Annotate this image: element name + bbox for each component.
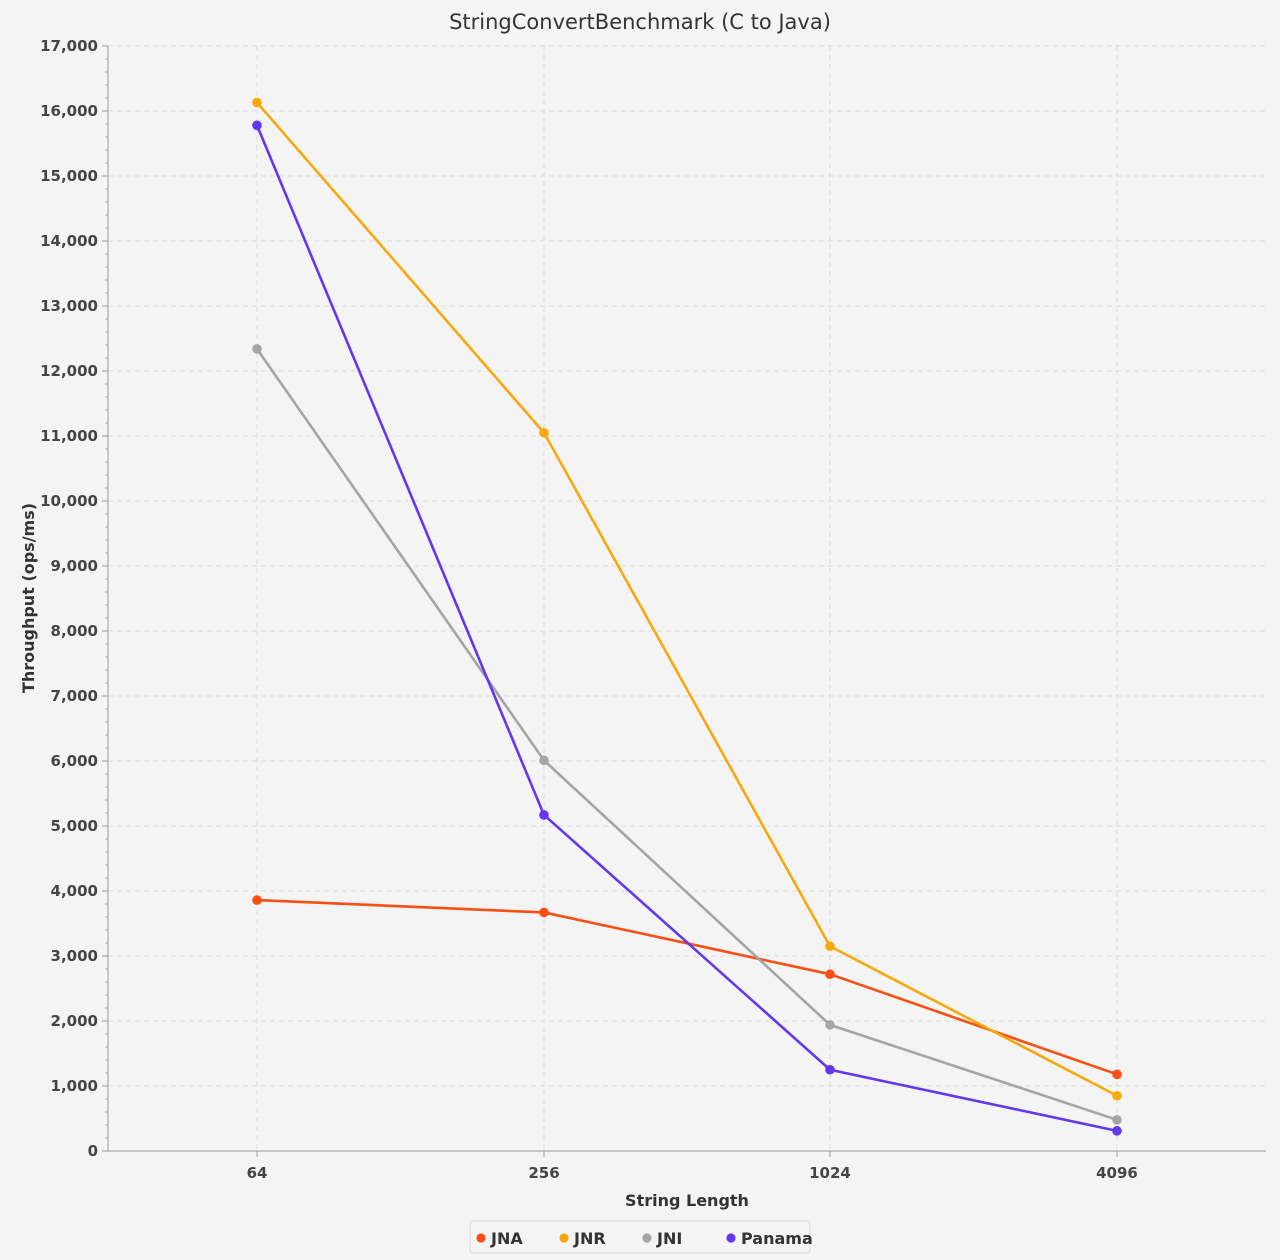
y-tick-label: 12,000 [40,362,98,380]
series-line-jnr [256,101,1118,1097]
data-point-panama [252,120,262,131]
data-point-jnr [252,97,262,108]
data-point-jni [539,755,549,766]
y-tick-label: 1,000 [51,1077,98,1095]
legend-marker-jni [642,1233,652,1243]
grid [102,45,1266,1157]
data-point-jni [825,1020,835,1030]
y-tick-label: 13,000 [40,297,98,315]
y-tick-label: 15,000 [40,167,98,185]
series-jni [255,348,1118,1122]
data-point-jni [1112,1115,1122,1125]
y-tick-label: 10,000 [40,492,98,510]
series-panama [255,124,1118,1133]
data-point-panama [1112,1126,1122,1136]
axes [107,46,1266,1152]
y-tick-label: 0 [88,1142,98,1160]
data-point-jna [252,895,262,905]
y-tick-labels: 0 1,000 2,000 3,000 4,000 5,000 6,000 7,000 8,00… [40,37,98,1160]
x-tick-labels: 64 256 1024 4096 [247,1164,1138,1182]
y-tick-label: 9,000 [51,557,98,575]
x-axis-label: String Length [625,1191,749,1210]
y-tick-label: 2,000 [51,1012,98,1030]
data-point-panama [539,810,549,820]
x-tick-label: 4096 [1096,1164,1138,1182]
legend: JNA JNR JNI Panama [469,1220,813,1254]
data-point-jnr [539,427,549,438]
x-tick-label: 256 [528,1164,559,1182]
legend-marker-jna [476,1233,486,1243]
legend-label-jnr: JNR [573,1229,606,1248]
series-jnr [256,101,1118,1097]
y-tick-label: 5,000 [51,817,98,835]
data-point-jna [1112,1069,1122,1080]
data-point-jna [825,969,835,979]
series-line-panama [255,124,1118,1133]
y-tick-label: 4,000 [51,882,98,900]
legend-label-jna: JNA [490,1229,523,1248]
chart-title: StringConvertBenchmark (C to Java) [449,10,831,34]
series [252,97,1122,1136]
x-tick-label: 64 [247,1164,268,1182]
y-tick-label: 3,000 [51,947,98,965]
data-point-jnr [825,941,835,952]
y-tick-label: 16,000 [40,102,98,120]
y-tick-label: 8,000 [51,622,98,640]
data-point-jni [252,344,262,354]
y-tick-label: 6,000 [51,752,98,770]
x-tick-label: 1024 [809,1164,851,1182]
series-line-jni [255,348,1118,1122]
y-tick-label: 7,000 [51,687,98,705]
legend-box [469,1220,811,1254]
plot-area [108,46,1266,1150]
data-point-panama [825,1064,835,1075]
y-tick-label: 14,000 [40,232,98,250]
legend-marker-jnr [559,1233,569,1243]
y-tick-label: 11,000 [40,427,98,445]
legend-marker-panama [726,1233,736,1243]
data-point-jna [539,907,549,918]
y-tick-label: 17,000 [40,37,98,55]
y-axis-label: Throughput (ops/ms) [19,503,38,693]
data-point-jnr [1112,1090,1122,1101]
legend-label-panama: Panama [741,1229,813,1248]
legend-label-jni: JNI [656,1229,682,1248]
